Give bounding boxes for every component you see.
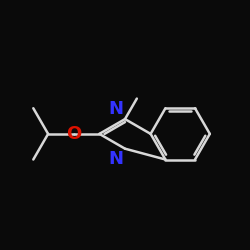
Text: N: N — [108, 100, 124, 117]
Text: O: O — [66, 125, 81, 143]
Text: N: N — [108, 150, 124, 168]
